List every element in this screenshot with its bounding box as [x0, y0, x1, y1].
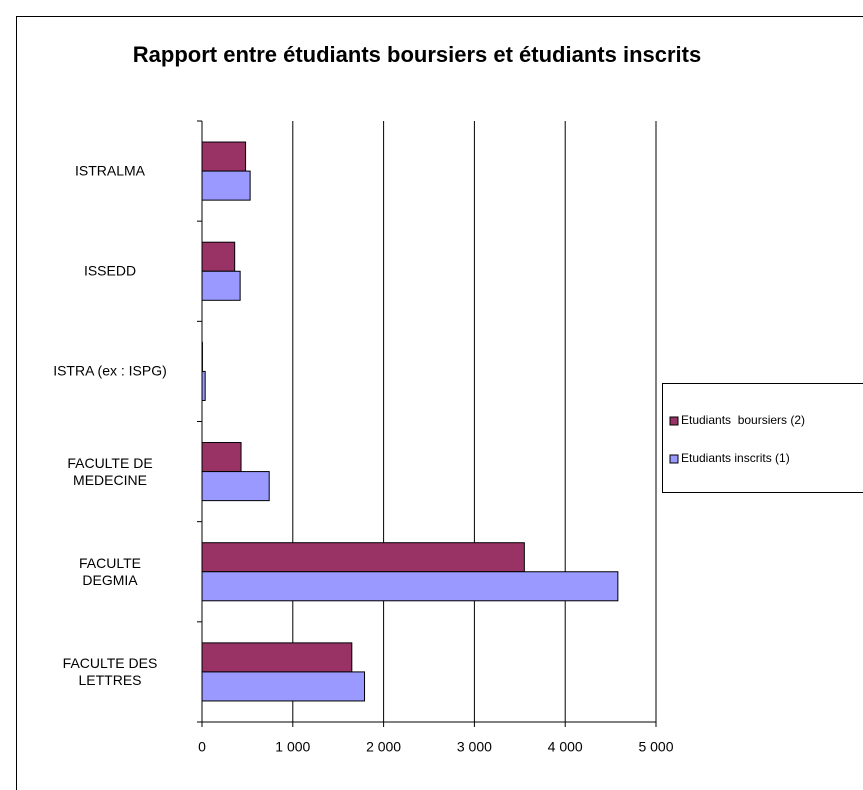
x-tick-label: 2 000: [366, 739, 401, 755]
x-tick-label: 3 000: [457, 739, 492, 755]
frame: [16, 16, 863, 790]
legend-label: Etudiants inscrits (1): [681, 451, 790, 465]
x-tick-label: 0: [198, 739, 206, 755]
x-tick-label: 5 000: [638, 739, 673, 755]
y-tick-label: ISTRALMA: [74, 162, 146, 179]
y-tick-label: FACULTE DES LETTRES: [62, 654, 158, 688]
x-tick-label: 1 000: [275, 739, 310, 755]
bar: [201, 241, 236, 272]
legend-swatch: [669, 454, 679, 464]
bar: [201, 442, 242, 473]
y-tick-label: FACULTE DE MEDECINE: [67, 454, 153, 488]
bar: [201, 642, 353, 673]
x-tick-label: 4 000: [548, 739, 583, 755]
bar: [201, 671, 366, 702]
chart-title: Rapport entre étudiants boursiers et étu…: [132, 42, 702, 67]
legend-label: Etudiants boursiers (2): [681, 413, 805, 427]
bar: [201, 471, 270, 502]
y-tick-label: FACULTE DEGMIA: [79, 554, 141, 588]
bar: [201, 571, 619, 602]
bar: [201, 542, 525, 573]
y-tick-label: ISSEDD: [83, 262, 137, 279]
y-tick-label: ISTRA (ex : ISPG): [53, 362, 167, 379]
legend-box: [662, 383, 863, 493]
bar: [201, 141, 247, 172]
bar: [201, 170, 251, 201]
legend-swatch: [669, 416, 679, 426]
bar: [201, 270, 241, 301]
